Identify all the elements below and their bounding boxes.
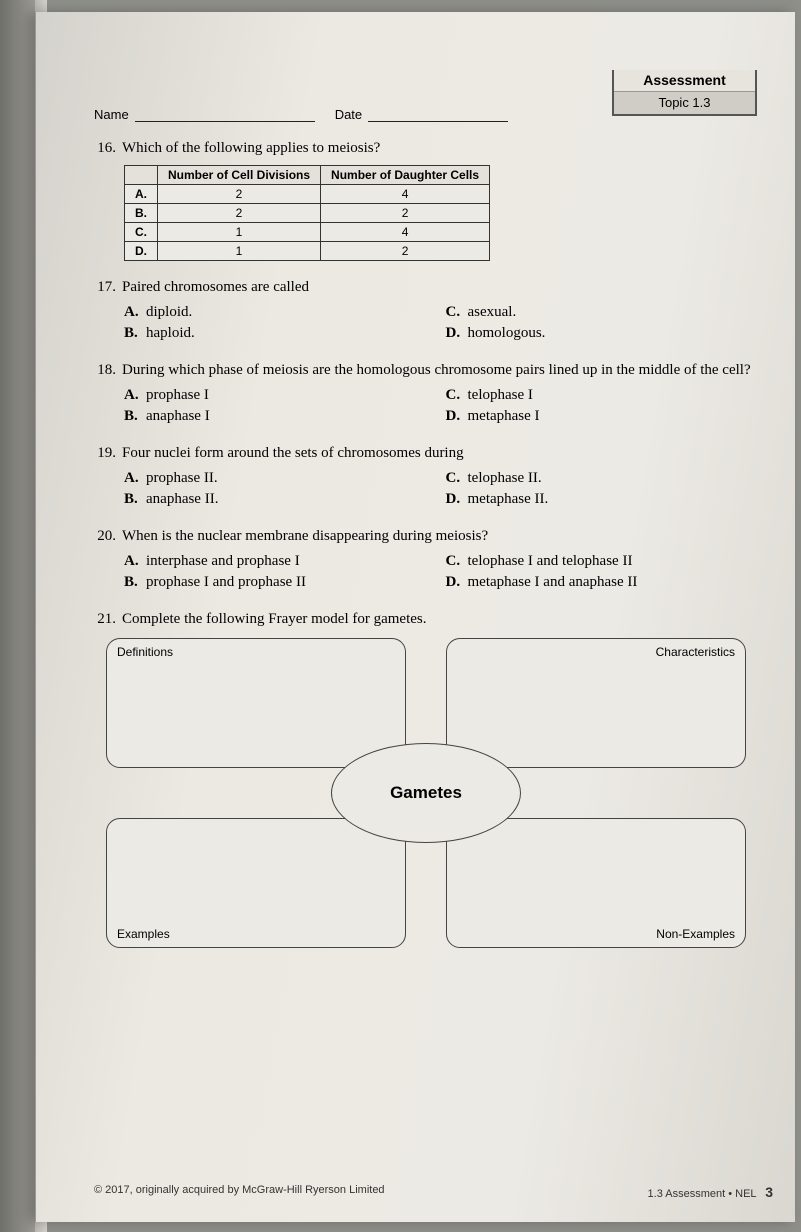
q17-choices: A.diploid. C.asexual. B.haploid. D.homol… — [124, 302, 767, 344]
q20-choices: A.interphase and prophase I C.telophase … — [124, 551, 767, 593]
q21-number: 21. — [94, 611, 122, 628]
question-20: 20. When is the nuclear membrane disappe… — [94, 528, 767, 545]
frayer-model: Definitions Characteristics Examples Non… — [106, 638, 746, 948]
q18-number: 18. — [94, 362, 122, 379]
row-label: C. — [125, 223, 158, 242]
date-label: Date — [335, 107, 362, 122]
cell: 4 — [321, 185, 490, 204]
cell: 4 — [321, 223, 490, 242]
date-field: Date — [335, 107, 508, 122]
frayer-examples[interactable]: Examples — [106, 818, 406, 948]
page-footer: © 2017, originally acquired by McGraw-Hi… — [94, 1184, 773, 1200]
footer-right: 1.3 Assessment • NEL 3 — [648, 1184, 773, 1200]
name-label: Name — [94, 107, 129, 122]
header-row: Name Date Assessment Topic 1.3 — [94, 74, 767, 122]
choice-d: D.homologous. — [446, 323, 768, 344]
choice-a: A.diploid. — [124, 302, 446, 323]
cell: 2 — [158, 204, 321, 223]
table-row: D.12 — [125, 242, 490, 261]
page-gutter — [0, 0, 35, 1232]
row-label: A. — [125, 185, 158, 204]
choice-c: C.telophase I and telophase II — [446, 551, 768, 572]
assessment-box: Assessment Topic 1.3 — [612, 70, 757, 116]
choice-d: D.metaphase I and anaphase II — [446, 572, 768, 593]
table-row: B.22 — [125, 204, 490, 223]
table-corner — [125, 166, 158, 185]
col2-header: Number of Daughter Cells — [321, 166, 490, 185]
q20-stem: When is the nuclear membrane disappearin… — [122, 528, 767, 545]
q16-table: Number of Cell Divisions Number of Daugh… — [124, 165, 490, 261]
cell: 2 — [321, 242, 490, 261]
frayer-characteristics[interactable]: Characteristics — [446, 638, 746, 768]
q19-choices: A.prophase II. C.telophase II. B.anaphas… — [124, 468, 767, 510]
q17-number: 17. — [94, 279, 122, 296]
choice-c: C.asexual. — [446, 302, 768, 323]
copyright: © 2017, originally acquired by McGraw-Hi… — [94, 1184, 385, 1200]
table-header-row: Number of Cell Divisions Number of Daugh… — [125, 166, 490, 185]
col1-header: Number of Cell Divisions — [158, 166, 321, 185]
q17-stem: Paired chromosomes are called — [122, 279, 767, 296]
q18-stem: During which phase of meiosis are the ho… — [122, 362, 767, 379]
choice-a: A.interphase and prophase I — [124, 551, 446, 572]
choice-a: A.prophase II. — [124, 468, 446, 489]
name-input-line[interactable] — [135, 108, 315, 122]
page-number: 3 — [765, 1184, 773, 1200]
q20-number: 20. — [94, 528, 122, 545]
choice-b: B.anaphase II. — [124, 489, 446, 510]
frayer-center: Gametes — [331, 743, 521, 843]
choice-b: B.prophase I and prophase II — [124, 572, 446, 593]
q21-stem: Complete the following Frayer model for … — [122, 611, 767, 628]
q19-number: 19. — [94, 445, 122, 462]
row-label: B. — [125, 204, 158, 223]
q16-stem: Which of the following applies to meiosi… — [122, 140, 767, 157]
question-16: 16. Which of the following applies to me… — [94, 140, 767, 157]
frayer-nonexamples[interactable]: Non-Examples — [446, 818, 746, 948]
question-18: 18. During which phase of meiosis are th… — [94, 362, 767, 379]
cell: 2 — [321, 204, 490, 223]
choice-b: B.anaphase I — [124, 406, 446, 427]
date-input-line[interactable] — [368, 108, 508, 122]
choice-c: C.telophase II. — [446, 468, 768, 489]
q16-number: 16. — [94, 140, 122, 157]
cell: 1 — [158, 242, 321, 261]
table-row: C.14 — [125, 223, 490, 242]
choice-a: A.prophase I — [124, 385, 446, 406]
choice-b: B.haploid. — [124, 323, 446, 344]
worksheet-page: Name Date Assessment Topic 1.3 16. Which… — [35, 12, 795, 1222]
table-row: A.24 — [125, 185, 490, 204]
question-21: 21. Complete the following Frayer model … — [94, 611, 767, 628]
cell: 2 — [158, 185, 321, 204]
choice-c: C.telophase I — [446, 385, 768, 406]
question-19: 19. Four nuclei form around the sets of … — [94, 445, 767, 462]
choice-d: D.metaphase II. — [446, 489, 768, 510]
name-field: Name — [94, 107, 315, 122]
choice-d: D.metaphase I — [446, 406, 768, 427]
topic-label: Topic 1.3 — [614, 91, 755, 114]
q19-stem: Four nuclei form around the sets of chro… — [122, 445, 767, 462]
question-17: 17. Paired chromosomes are called — [94, 279, 767, 296]
cell: 1 — [158, 223, 321, 242]
row-label: D. — [125, 242, 158, 261]
q18-choices: A.prophase I C.telophase I B.anaphase I … — [124, 385, 767, 427]
frayer-definitions[interactable]: Definitions — [106, 638, 406, 768]
assessment-label: Assessment — [614, 70, 755, 91]
